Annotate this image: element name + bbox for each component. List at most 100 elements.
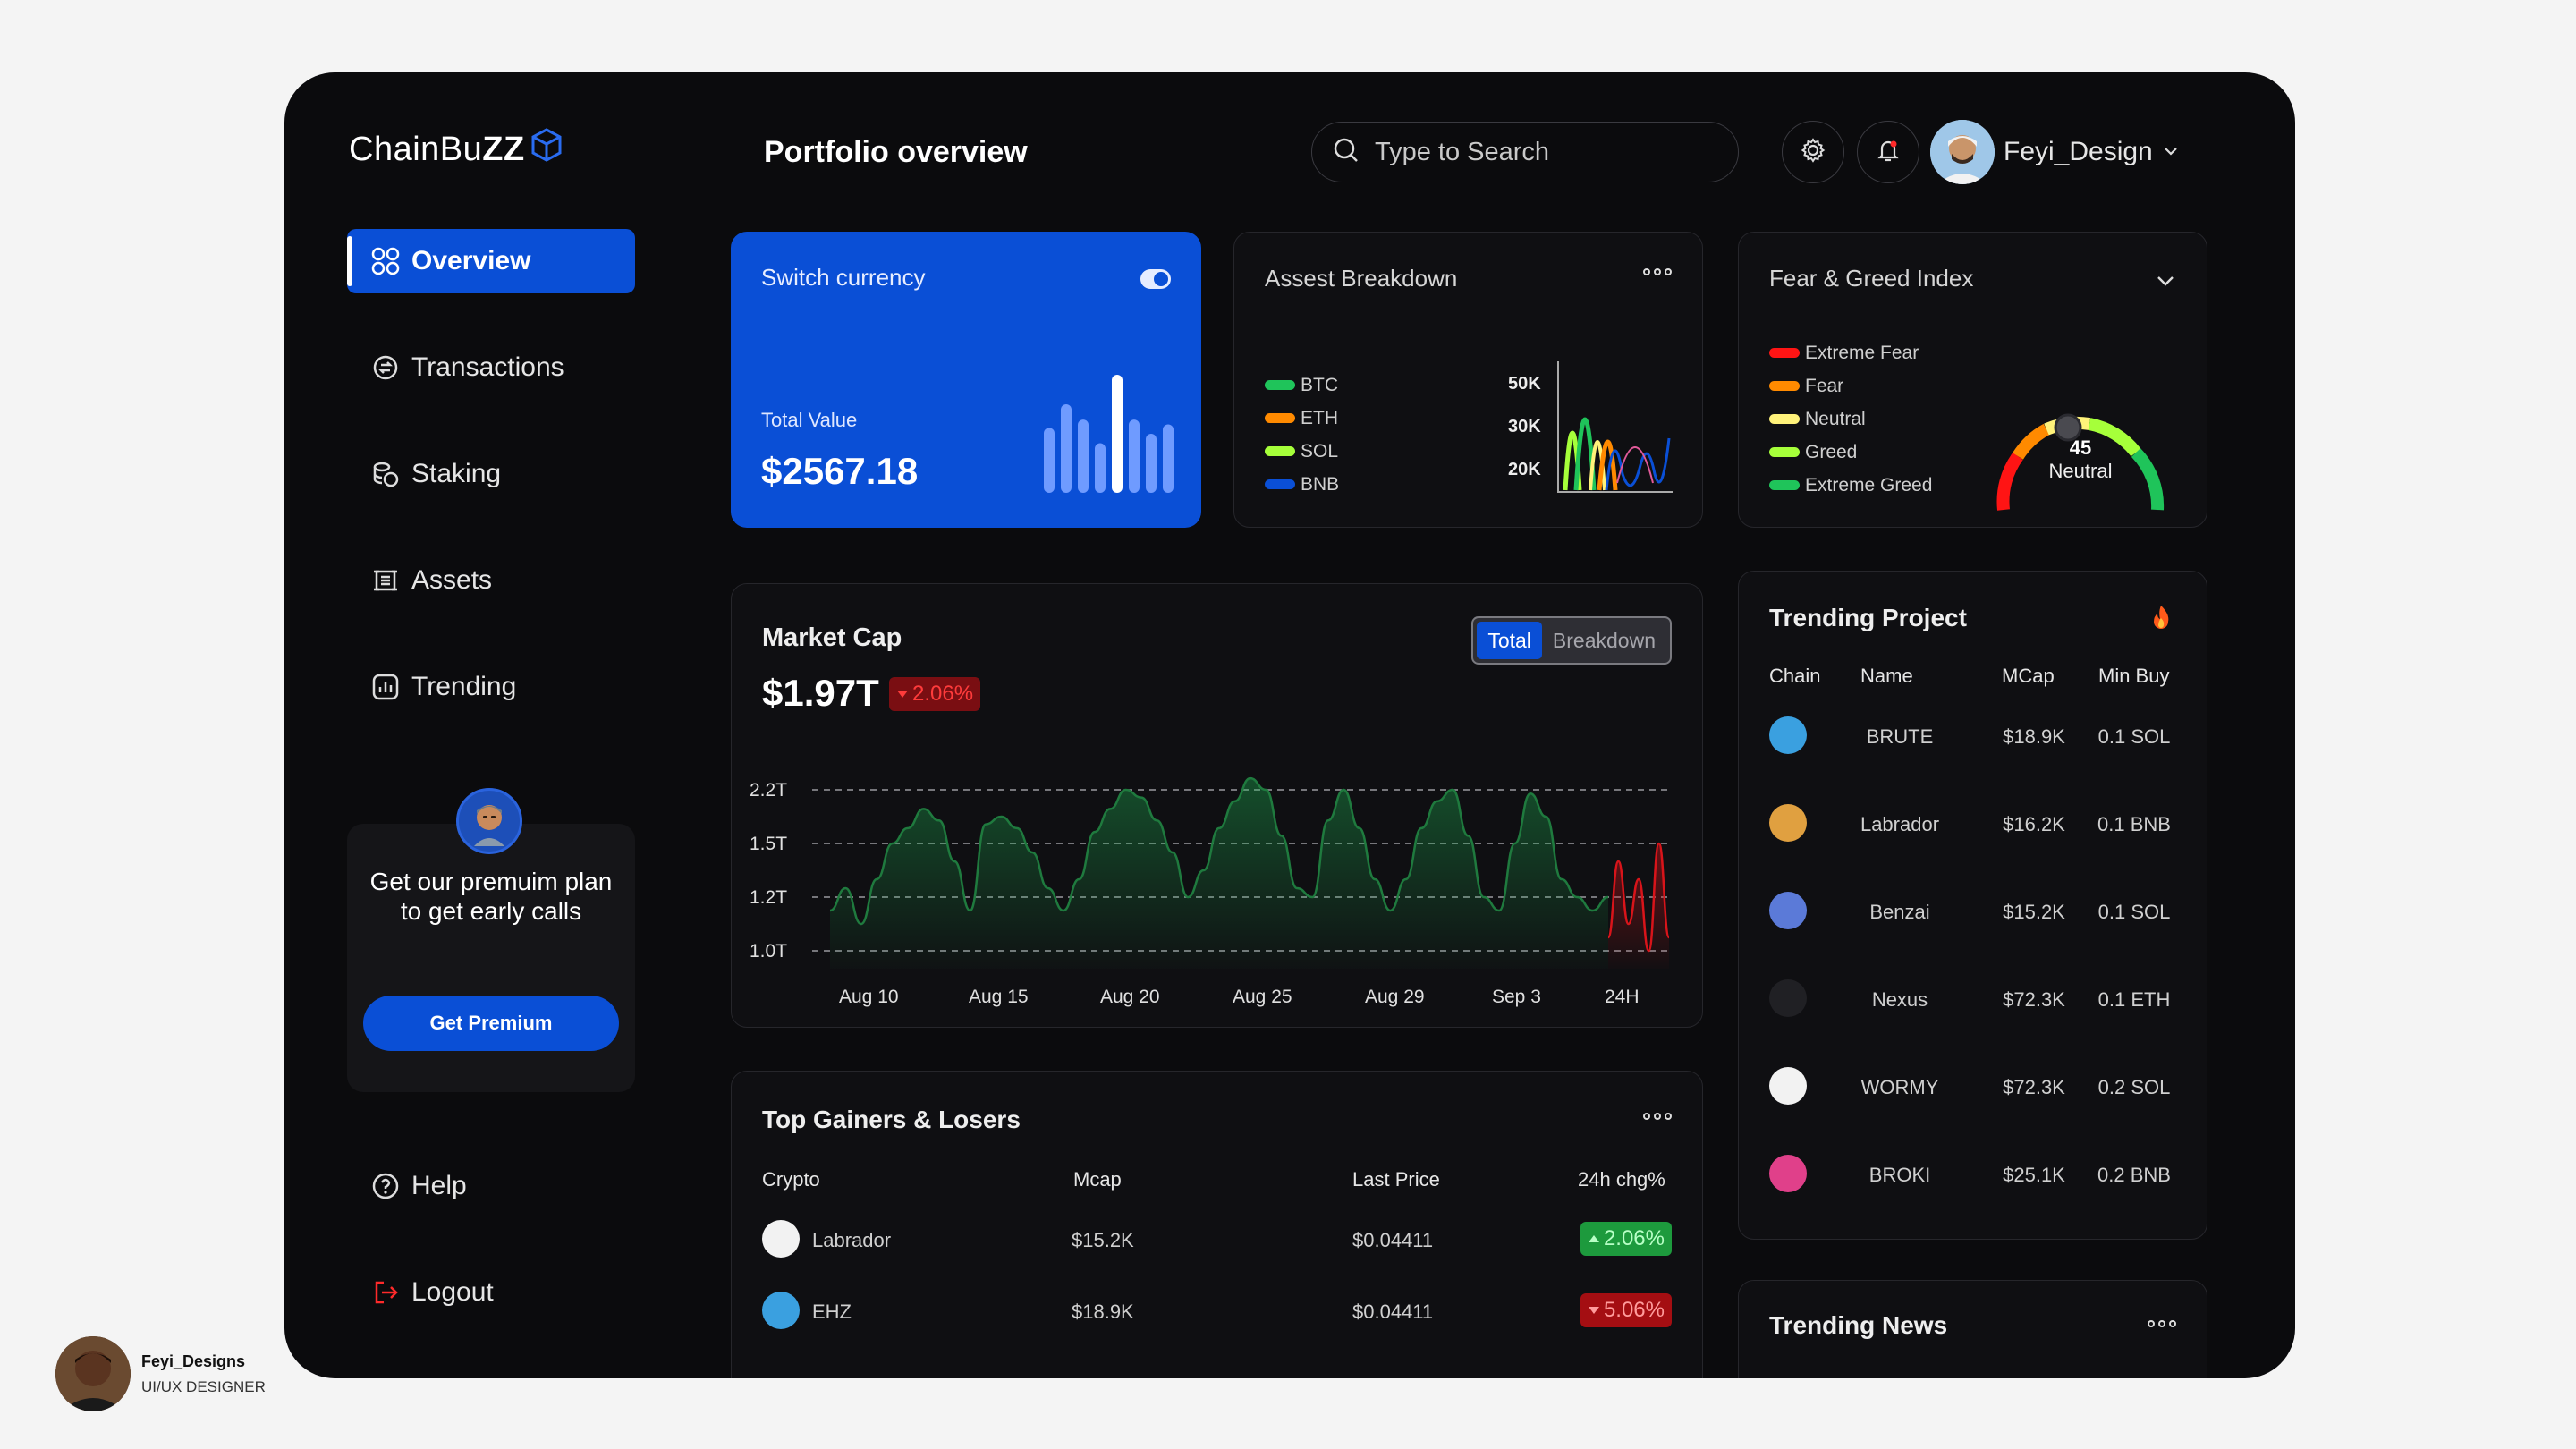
x-tick-label: Aug 25 (1233, 987, 1292, 1007)
promo-text: Get our premuim plan to get early calls (369, 868, 613, 925)
ehz-coin-icon (762, 1292, 800, 1329)
market-cap-title: Market Cap (762, 623, 902, 652)
sidebar-item-transactions[interactable]: Transactions (347, 335, 635, 400)
x-tick-label: Sep 3 (1492, 987, 1541, 1007)
notifications-button[interactable] (1857, 121, 1919, 183)
sidebar-item-trending[interactable]: Trending (347, 655, 635, 719)
y-tick: 50K (1508, 374, 1541, 394)
column-header: Name (1860, 665, 1913, 687)
premium-promo-card: Get our premuim plan to get early calls … (347, 788, 635, 1092)
more-options-icon[interactable] (1643, 268, 1672, 275)
labrador-coin-icon (762, 1220, 800, 1258)
tab-breakdown[interactable]: Breakdown (1552, 628, 1656, 652)
sidebar-item-overview[interactable]: Overview (347, 229, 635, 293)
chain-icon (1769, 892, 1807, 929)
brand-name-light: ChainBu (349, 130, 483, 168)
market-cap-toggle: Total Breakdown (1471, 616, 1672, 665)
market-cap-card: Market Cap $1.97T 2.06% Total Breakdown … (731, 583, 1703, 1028)
y-tick-label: 1.5T (750, 834, 787, 854)
chain-icon (1769, 804, 1807, 842)
more-options-icon[interactable] (1643, 1113, 1672, 1120)
assets-icon (370, 565, 401, 596)
trending-project-card: Trending Project Chain Name MCap Min Buy… (1738, 571, 2207, 1240)
x-tick-label: 24H (1605, 987, 1640, 1007)
settings-button[interactable] (1782, 121, 1844, 183)
switch-currency-card: Switch currency Total Value $2567.18 (731, 232, 1201, 528)
y-tick-label: 1.2T (750, 887, 787, 908)
chain-icon (1769, 979, 1807, 1017)
sidebar-nav: Overview Transactions Staking Assets Tre… (347, 229, 635, 761)
project-min-buy: 0.2 SOL (2097, 1076, 2171, 1098)
market-cap-chart: 2.2T 1.5T 1.2T 1.0T Aug 10 Aug 15 Aug 20 Aug 25… (750, 776, 1671, 1007)
user-menu[interactable]: Feyi_Design (1930, 120, 2180, 184)
avatar (55, 1336, 131, 1411)
y-tick-label: 1.0T (750, 941, 787, 962)
promo-avatar (456, 788, 522, 854)
grid-icon (370, 246, 401, 276)
help-label: Help (411, 1171, 467, 1200)
total-value-label: Total Value (761, 409, 858, 431)
brand-logo[interactable]: ChainBu ZZ (349, 128, 563, 171)
market-cap-value: $1.97T (762, 672, 879, 714)
mini-bar (1112, 375, 1123, 493)
project-name: Nexus (1871, 988, 1928, 1011)
trending-news-card: Trending News (1738, 1280, 2207, 1378)
search-input[interactable] (1373, 136, 1716, 168)
brand-name-bold: ZZ (482, 130, 525, 168)
mini-bar (1044, 428, 1055, 493)
x-tick-label: Aug 15 (969, 987, 1029, 1007)
project-name: BROKI (1868, 1164, 1931, 1186)
sidebar-item-label: Staking (411, 459, 502, 488)
project-name: Labrador (1860, 813, 1940, 835)
column-header: Last Price (1352, 1168, 1440, 1191)
column-header: Crypto (762, 1168, 820, 1191)
cube-icon (530, 128, 563, 171)
help-link[interactable]: Help (370, 1171, 467, 1201)
legend-item: Greed (1769, 436, 1932, 469)
help-icon (370, 1171, 401, 1201)
sidebar-item-assets[interactable]: Assets (347, 548, 635, 613)
project-min-buy: 0.1 ETH (2097, 988, 2171, 1011)
chevron-down-icon[interactable] (2155, 270, 2176, 296)
project-min-buy: 0.2 BNB (2097, 1164, 2171, 1186)
more-options-icon[interactable] (2148, 1320, 2176, 1327)
legend-item: Neutral (1769, 402, 1932, 436)
gauge-label: Neutral (2048, 460, 2113, 482)
trending-project-title: Trending Project (1769, 604, 1967, 631)
trending-news-title: Trending News (1769, 1311, 1948, 1339)
mini-bar (1078, 419, 1089, 493)
sidebar-item-label: Assets (411, 565, 493, 595)
market-cap-change: 2.06% (889, 677, 981, 711)
designer-role: UI/UX DESIGNER (141, 1377, 266, 1395)
bell-icon (1875, 137, 1902, 168)
logout-label: Logout (411, 1277, 494, 1307)
asset-breakdown-chart (1557, 361, 1673, 493)
fire-icon (2149, 604, 2173, 635)
project-mcap: $15.2K (2003, 901, 2065, 923)
asset-breakdown-title: Assest Breakdown (1265, 265, 1458, 292)
logout-link[interactable]: Logout (370, 1277, 494, 1308)
legend-item: ETH (1265, 402, 1339, 435)
chain-icon (1769, 1067, 1807, 1105)
gear-icon (1800, 137, 1826, 168)
chain-icon (1769, 716, 1807, 754)
column-header: MCap (2002, 665, 2055, 687)
x-tick-label: Aug 10 (839, 987, 899, 1007)
project-mcap: $18.9K (2003, 725, 2065, 748)
sidebar-item-label: Transactions (411, 352, 564, 382)
fear-greed-gauge (1996, 413, 2165, 511)
asset-legend: BTC ETH SOL BNB (1265, 369, 1339, 501)
series-line (829, 776, 1609, 926)
search-bar[interactable] (1311, 122, 1739, 182)
search-icon (1332, 136, 1360, 169)
page-title: Portfolio overview (764, 135, 1028, 169)
get-premium-button[interactable]: Get Premium (363, 996, 619, 1051)
mini-bar (1163, 424, 1174, 493)
gauge-value: 45 (2069, 436, 2092, 459)
chevron-down-icon (2162, 137, 2180, 167)
tab-total[interactable]: Total (1477, 622, 1542, 659)
sidebar-item-staking[interactable]: Staking (347, 442, 635, 506)
chain-icon (1769, 1155, 1807, 1192)
sidebar-item-label: Overview (411, 246, 531, 275)
currency-toggle[interactable] (1140, 269, 1171, 289)
